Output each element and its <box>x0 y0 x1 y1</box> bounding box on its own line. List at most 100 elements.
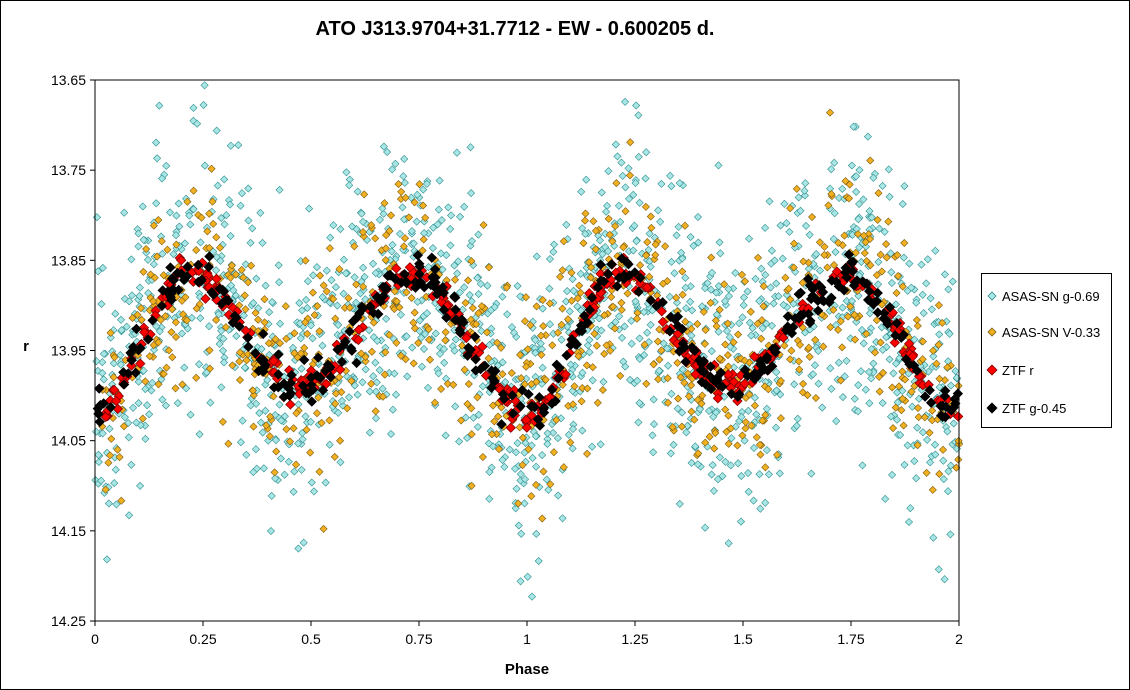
data-point <box>325 440 334 449</box>
data-point <box>391 263 402 274</box>
data-point <box>109 373 118 382</box>
data-point <box>939 475 948 484</box>
data-point <box>223 309 235 320</box>
data-point <box>737 270 747 279</box>
data-point <box>189 186 198 195</box>
data-point <box>266 412 275 421</box>
data-point <box>843 249 855 260</box>
data-point <box>307 384 319 395</box>
data-point <box>336 458 345 467</box>
data-point <box>900 238 909 248</box>
data-point <box>538 304 547 313</box>
data-point <box>786 204 795 213</box>
data-point <box>550 240 559 249</box>
data-point <box>498 292 507 301</box>
data-point <box>898 199 907 209</box>
data-point <box>815 266 825 275</box>
data-point <box>795 310 806 322</box>
data-point <box>707 347 716 356</box>
data-point <box>859 339 868 348</box>
data-point <box>597 188 606 197</box>
data-point <box>126 355 137 366</box>
data-point <box>776 414 785 423</box>
data-point <box>918 290 927 299</box>
data-point <box>207 164 216 173</box>
data-point <box>887 268 896 277</box>
data-point <box>610 324 619 333</box>
data-point <box>862 329 871 338</box>
data-point <box>749 351 760 362</box>
data-point <box>919 391 931 402</box>
data-point <box>705 361 716 372</box>
data-point <box>759 282 768 291</box>
data-point <box>306 396 317 407</box>
data-point <box>532 302 541 311</box>
data-point <box>277 416 286 425</box>
data-point <box>583 384 592 393</box>
data-point <box>497 403 506 412</box>
data-point <box>721 340 730 349</box>
data-point <box>849 277 861 288</box>
y-tick-label: 13.65 <box>51 72 86 88</box>
data-point <box>206 398 215 407</box>
data-point <box>836 376 845 385</box>
data-point <box>205 209 214 218</box>
data-point <box>353 390 362 399</box>
data-point <box>682 428 691 437</box>
data-point <box>811 335 820 344</box>
data-point <box>452 148 461 157</box>
data-point <box>818 403 827 412</box>
data-point <box>934 340 943 349</box>
data-point <box>255 354 266 366</box>
data-point <box>762 446 771 455</box>
data-point <box>237 265 246 274</box>
data-point <box>373 336 382 345</box>
data-point <box>401 355 410 364</box>
data-point <box>177 329 187 338</box>
data-point <box>425 279 436 291</box>
data-point <box>581 209 590 218</box>
data-point <box>673 358 682 367</box>
data-point <box>681 283 690 292</box>
data-point <box>804 343 813 352</box>
data-point <box>485 494 494 503</box>
data-point <box>298 428 307 438</box>
data-point <box>212 126 221 135</box>
data-point <box>664 326 675 337</box>
data-point <box>219 346 228 355</box>
data-point <box>346 345 358 356</box>
data-point <box>303 303 312 313</box>
data-point <box>158 249 167 258</box>
data-point <box>782 311 794 322</box>
data-point <box>450 346 459 355</box>
data-point <box>827 384 836 393</box>
data-point <box>649 420 659 429</box>
data-point <box>502 283 511 292</box>
data-point <box>132 418 141 427</box>
data-point <box>341 269 350 278</box>
data-point <box>928 406 937 415</box>
data-point <box>573 294 582 303</box>
data-point <box>792 184 801 193</box>
data-point <box>317 418 326 427</box>
data-point <box>918 428 927 437</box>
data-point <box>309 487 319 496</box>
data-point <box>665 292 674 301</box>
x-tick-label: 1.75 <box>837 631 864 647</box>
data-point <box>814 379 823 388</box>
data-point <box>350 242 359 251</box>
data-point <box>521 422 532 433</box>
data-point <box>437 384 446 394</box>
data-point <box>750 401 759 410</box>
data-point <box>517 385 528 396</box>
data-point <box>254 315 263 324</box>
data-point <box>938 318 947 327</box>
data-point <box>682 304 691 313</box>
data-point <box>894 271 903 281</box>
data-point <box>434 369 443 378</box>
data-point <box>782 321 793 332</box>
data-point <box>428 244 437 253</box>
data-point <box>782 290 791 300</box>
data-point <box>474 410 483 419</box>
data-point <box>882 240 891 249</box>
